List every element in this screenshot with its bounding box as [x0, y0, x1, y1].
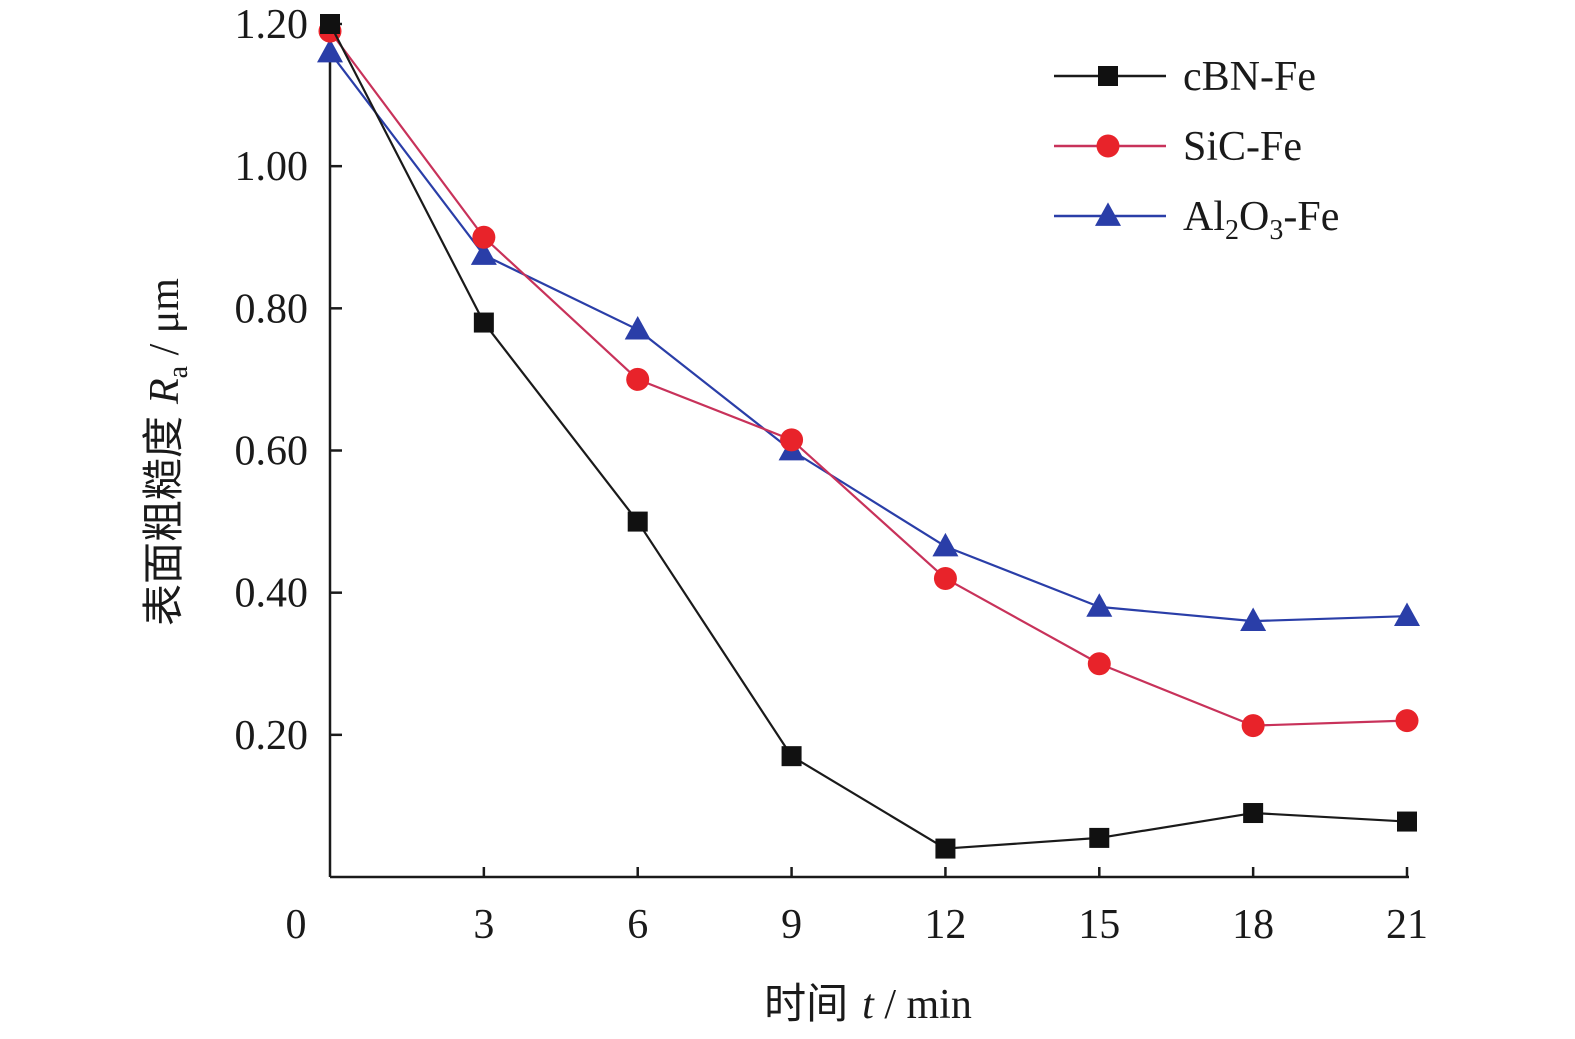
y-axis-title-cn: 表面粗糙度 [142, 416, 188, 626]
data-point-al2o3-fe [624, 316, 651, 340]
y-axis-title-var: R [142, 378, 188, 405]
legend-marker [1096, 134, 1120, 158]
y-tick-label: 1.20 [235, 2, 309, 48]
x-tick-label: 9 [781, 902, 802, 948]
y-axis-title-sub: a [163, 365, 194, 378]
data-point-sic-fe [1087, 652, 1111, 676]
y-tick-label: 0.40 [235, 571, 309, 617]
data-point-sic-fe [933, 566, 957, 590]
series-sic-fe [318, 19, 1419, 738]
x-tick-label: 21 [1386, 902, 1428, 948]
legend: cBN-Fe SiC-Fe Al2O3-Fe [1054, 54, 1339, 246]
series-al2o3-fe [317, 38, 1420, 631]
y-axis-title: 表面粗糙度 Ra / μm [142, 278, 194, 626]
series-line-sic-fe [329, 30, 1408, 727]
series-line-cbn-fe [329, 23, 1408, 850]
data-point-sic-fe [1395, 709, 1419, 733]
y-axis-title-unit: / μm [142, 278, 188, 366]
data-point-cbn-fe [627, 511, 648, 532]
y-ticks: 0.20 0.40 0.60 0.80 1.00 1.20 [235, 2, 342, 759]
data-point-cbn-fe [1243, 803, 1264, 824]
legend-label: Al2O3-Fe [1183, 194, 1339, 246]
legend-marker [1095, 202, 1121, 226]
y-tick-label: 0.60 [235, 429, 309, 475]
x-tick-label: 6 [627, 902, 648, 948]
data-point-sic-fe [472, 225, 496, 249]
data-point-cbn-fe [1397, 811, 1417, 832]
data-point-cbn-fe [935, 838, 956, 859]
series-line-al2o3-fe [329, 51, 1408, 623]
legend-label: cBN-Fe [1183, 54, 1316, 100]
data-point-al2o3-fe [1394, 602, 1420, 627]
x-ticks: 0 3 6 9 12 15 18 21 [286, 867, 1428, 948]
data-point-cbn-fe [320, 14, 340, 34]
series-layer [317, 14, 1420, 859]
data-point-al2o3-fe [932, 532, 959, 557]
y-tick-label: 0.80 [235, 286, 309, 332]
x-axis-title: 时间 t / min [764, 982, 972, 1028]
legend-item-al2o3-fe: Al2O3-Fe [1054, 194, 1339, 246]
x-tick-label: 0 [286, 902, 307, 948]
x-tick-label: 3 [473, 902, 494, 948]
data-point-sic-fe [780, 428, 804, 452]
x-tick-label: 18 [1232, 902, 1274, 948]
data-point-sic-fe [626, 367, 650, 391]
x-axis-title-var: t [862, 982, 875, 1028]
data-point-cbn-fe [473, 312, 494, 333]
legend-item-cbn-fe: cBN-Fe [1054, 54, 1316, 100]
data-point-al2o3-fe [470, 241, 497, 265]
legend-label: SiC-Fe [1183, 124, 1302, 170]
data-point-al2o3-fe [1240, 607, 1267, 631]
y-tick-label: 0.20 [235, 713, 309, 759]
x-axis-title-cn: 时间 [764, 982, 848, 1028]
x-tick-label: 12 [924, 902, 966, 948]
x-axis-title-unit: / min [874, 982, 972, 1028]
x-tick-label: 15 [1078, 902, 1120, 948]
legend-marker [1098, 66, 1118, 86]
series-cbn-fe [320, 14, 1417, 859]
data-point-cbn-fe [781, 746, 802, 767]
data-point-al2o3-fe [317, 38, 343, 63]
data-point-cbn-fe [1089, 827, 1110, 848]
data-point-sic-fe [1241, 714, 1265, 738]
legend-item-sic-fe: SiC-Fe [1054, 124, 1302, 170]
y-tick-label: 1.00 [235, 144, 309, 190]
data-point-al2o3-fe [1086, 593, 1113, 617]
